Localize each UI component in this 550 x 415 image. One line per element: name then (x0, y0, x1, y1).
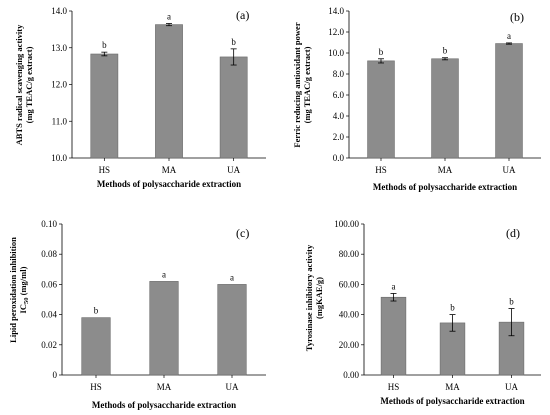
y-tick-label: 0.04 (41, 310, 57, 320)
significance-letter-hs: b (94, 306, 99, 316)
significance-letter-ma: a (167, 11, 171, 21)
x-tick-label-hs: HS (375, 165, 387, 175)
x-axis-label: Methods of polysaccharide extraction (92, 400, 236, 410)
x-tick-label-ma: MA (438, 165, 453, 175)
y-axis-label: Tyrosinase inhibitory activity(mgKAE/g) (304, 244, 324, 351)
x-tick-label-ua: UA (505, 382, 518, 392)
chart-panel-b: 0.0 2.0 4.0 6.0 8.0 10.0 12.0 14.0 b HS b MA a UA Meth… (292, 6, 541, 192)
y-axis-label-line: Ferric reducing antioxidant power (292, 22, 302, 147)
y-tick-label: 6.0 (333, 90, 345, 100)
y-axis-label: Lipid peroxidation inhibitionIC50 (mg/ml… (8, 237, 30, 343)
y-tick-label: 11.0 (52, 116, 68, 126)
bar-hs (380, 296, 407, 376)
significance-letter-ua: b (509, 297, 514, 307)
y-tick-label: 0.00 (343, 370, 359, 380)
y-tick-label: 12.0 (51, 80, 67, 90)
panel-label: (d) (506, 226, 520, 240)
bar-ma (149, 281, 179, 376)
y-axis-label-line: ABTS radical scavenging activity (14, 24, 24, 145)
bar-ma (431, 58, 459, 159)
panel-label: (b) (510, 10, 524, 24)
y-tick-label: 0.02 (41, 340, 57, 350)
x-tick-label-ua: UA (226, 382, 239, 392)
y-tick-label: 2.0 (333, 132, 345, 142)
bar-ua (495, 43, 523, 159)
significance-letter-ma: b (450, 303, 455, 313)
y-tick-label: 0.10 (41, 219, 57, 229)
y-axis-label-line: (mg TEAC/g extract) (302, 46, 312, 123)
x-tick-label-ma: MA (162, 165, 177, 175)
y-tick-label: 0.0 (333, 153, 345, 163)
y-tick-label: 0.06 (41, 279, 57, 289)
y-tick-label: 12.0 (328, 27, 344, 37)
subscript: 50 (23, 297, 30, 304)
y-tick-label: 8.0 (333, 69, 345, 79)
y-tick-label: 13.0 (51, 43, 67, 53)
y-tick-label: 40.00 (339, 310, 360, 320)
y-axis-label-line: Tyrosinase inhibitory activity (304, 244, 314, 351)
y-tick-label: 0.08 (41, 249, 57, 259)
y-tick-label: 14.0 (328, 6, 344, 16)
y-tick-label: 4.0 (333, 111, 345, 121)
bar-hs (81, 317, 111, 376)
y-axis-label-line: (mg TEAC/g extract) (24, 46, 34, 123)
y-axis-label-line: IC50 (mg/ml) (18, 266, 30, 313)
bar-hs (90, 53, 119, 159)
x-tick-label-hs: HS (90, 382, 102, 392)
chart-panel-a: 10.0 11.0 12.0 13.0 14.0 b HS a MA b UA Methods of … (14, 6, 266, 189)
x-tick-label-hs: HS (99, 165, 111, 175)
x-tick-label-ma: MA (445, 382, 460, 392)
y-axis-label-line: (mgKAE/g) (314, 277, 324, 319)
y-tick-label: 80.00 (339, 249, 360, 259)
y-tick-label: 14.0 (51, 6, 67, 16)
bar-ua (217, 284, 247, 376)
x-tick-label-hs: HS (388, 382, 400, 392)
y-axis-label-rest: (mg/ml) (18, 266, 28, 297)
significance-letter-ua: b (231, 37, 236, 47)
x-tick-label-ua: UA (503, 165, 516, 175)
y-axis-label-line: Lipid peroxidation inhibition (8, 237, 18, 343)
significance-letter-hs: a (392, 281, 396, 291)
chart-panel-d: 0.00 20.00 40.00 60.00 80.00 100.00 a HS b MA b UA M… (304, 219, 541, 406)
bar-hs (367, 60, 395, 159)
x-tick-label-ua: UA (227, 165, 240, 175)
x-tick-label-ma: MA (157, 382, 172, 392)
bar-ma (155, 24, 183, 159)
y-tick-label: 0 (53, 370, 58, 380)
significance-letter-hs: b (102, 40, 107, 50)
panel-label: (c) (236, 226, 249, 240)
significance-letter-ua: a (230, 272, 234, 282)
y-tick-label: 10.0 (51, 153, 67, 163)
y-tick-label: 20.00 (339, 340, 360, 350)
significance-letter-hs: b (379, 47, 384, 57)
y-tick-label: 10.0 (328, 48, 344, 58)
significance-letter-ma: b (443, 46, 448, 56)
x-axis-label: Methods of polysaccharide extraction (380, 396, 524, 406)
x-axis-label: Methods of polysaccharide extraction (373, 182, 517, 192)
y-axis-label: Ferric reducing antioxidant power(mg TEA… (292, 22, 312, 147)
significance-letter-ua: a (507, 31, 511, 41)
y-tick-label: 100.00 (334, 219, 359, 229)
bar-ua (219, 56, 248, 159)
significance-letter-ma: a (162, 269, 166, 279)
y-tick-label: 60.00 (339, 279, 360, 289)
panel-label: (a) (236, 8, 249, 22)
x-axis-label: Methods of polysaccharide extraction (97, 179, 241, 189)
y-axis-label: ABTS radical scavenging activity(mg TEAC… (14, 24, 34, 145)
chart-panel-c: 0 0.02 0.04 0.06 0.08 0.10 b HS a MA a UA Methods of… (8, 219, 266, 410)
